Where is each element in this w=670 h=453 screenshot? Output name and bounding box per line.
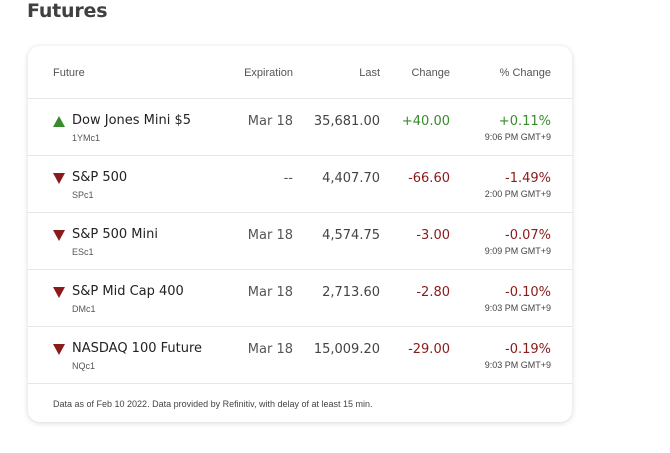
pct-change-value: -0.10% (505, 285, 551, 300)
table-row[interactable]: S&P 500 Mini ESc1 Mar 18 4,574.75 -3.00 … (28, 213, 572, 270)
triangle-down-icon (53, 173, 65, 184)
last-value: 35,681.00 (313, 114, 380, 129)
last-value: 2,713.60 (322, 285, 380, 300)
future-name[interactable]: NASDAQ 100 Future (72, 341, 203, 356)
table-row[interactable]: S&P Mid Cap 400 DMc1 Mar 18 2,713.60 -2.… (28, 270, 572, 327)
timestamp: 9:06 PM GMT+9 (484, 132, 551, 142)
last-value: 15,009.20 (313, 342, 380, 357)
future-name[interactable]: S&P Mid Cap 400 (72, 284, 184, 299)
expiration-value: -- (283, 171, 293, 186)
pct-change-value: -0.19% (505, 342, 551, 357)
expiration-value: Mar 18 (247, 342, 293, 357)
triangle-down-icon (53, 230, 65, 241)
triangle-down-icon (53, 344, 65, 355)
pct-change-value: -0.07% (505, 228, 551, 243)
future-symbol: SPc1 (72, 190, 94, 200)
table-row[interactable]: NASDAQ 100 Future NQc1 Mar 18 15,009.20 … (28, 327, 572, 384)
expiration-value: Mar 18 (247, 228, 293, 243)
header-future: Future (53, 67, 85, 79)
timestamp: 9:09 PM GMT+9 (484, 246, 551, 256)
future-symbol: 1YMc1 (72, 133, 101, 143)
last-value: 4,574.75 (322, 228, 380, 243)
timestamp: 9:03 PM GMT+9 (484, 303, 551, 313)
change-value: -29.00 (408, 342, 450, 357)
timestamp: 9:03 PM GMT+9 (484, 360, 551, 370)
header-change: Change (411, 67, 450, 79)
futures-table-card: Future Expiration Last Change % Change D… (28, 46, 572, 422)
pct-change-value: -1.49% (505, 171, 551, 186)
triangle-up-icon (53, 116, 65, 127)
triangle-down-icon (53, 287, 65, 298)
change-value: +40.00 (401, 114, 450, 129)
future-symbol: ESc1 (72, 247, 94, 257)
header-last: Last (359, 67, 380, 79)
expiration-value: Mar 18 (247, 285, 293, 300)
future-symbol: DMc1 (72, 304, 96, 314)
change-value: -2.80 (416, 285, 450, 300)
table-header: Future Expiration Last Change % Change (28, 46, 572, 99)
future-name[interactable]: Dow Jones Mini $5 (72, 113, 192, 128)
table-row[interactable]: Dow Jones Mini $5 1YMc1 Mar 18 35,681.00… (28, 99, 572, 156)
change-value: -66.60 (408, 171, 450, 186)
future-symbol: NQc1 (72, 361, 96, 371)
header-pct-change: % Change (499, 67, 551, 79)
future-name[interactable]: S&P 500 Mini (72, 227, 158, 242)
future-name[interactable]: S&P 500 (72, 170, 128, 185)
data-footnote: Data as of Feb 10 2022. Data provided by… (53, 399, 373, 409)
header-expiration: Expiration (244, 67, 293, 79)
timestamp: 2:00 PM GMT+9 (484, 189, 551, 199)
pct-change-value: +0.11% (498, 114, 551, 129)
change-value: -3.00 (416, 228, 450, 243)
page-title: Futures (27, 0, 108, 22)
expiration-value: Mar 18 (247, 114, 293, 129)
table-row[interactable]: S&P 500 SPc1 -- 4,407.70 -66.60 -1.49% 2… (28, 156, 572, 213)
last-value: 4,407.70 (322, 171, 380, 186)
